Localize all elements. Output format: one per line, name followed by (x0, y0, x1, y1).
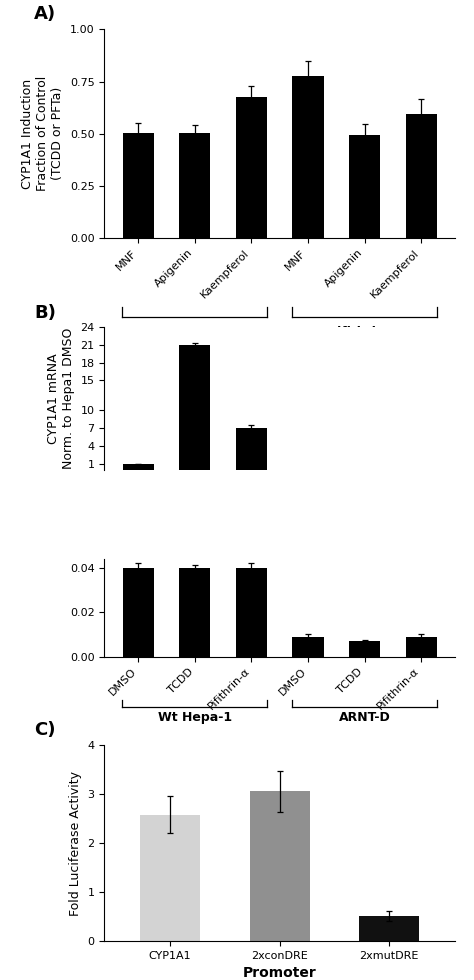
Bar (123, 132, 154, 238)
Bar (292, 76, 323, 238)
Bar (179, 567, 210, 657)
Bar (236, 567, 267, 657)
Text: Wt Hepa-1: Wt Hepa-1 (158, 711, 232, 724)
Bar (140, 814, 200, 941)
Text: B): B) (34, 305, 56, 322)
Y-axis label: Fold Luciferase Activity: Fold Luciferase Activity (69, 770, 82, 915)
Bar (123, 567, 154, 657)
Bar (359, 916, 419, 941)
Bar (406, 637, 437, 657)
Bar (236, 97, 267, 238)
Bar (236, 427, 267, 470)
X-axis label: Promoter: Promoter (243, 966, 317, 980)
Text: ARNT-D: ARNT-D (338, 711, 391, 724)
Bar (349, 641, 380, 657)
Bar (179, 132, 210, 238)
Text: Pifithrin-α: Pifithrin-α (329, 325, 400, 338)
Y-axis label: CYP1A1 Induction
Fraction of Control
(TCDD or PFTa): CYP1A1 Induction Fraction of Control (TC… (21, 76, 64, 191)
Bar (406, 114, 437, 238)
Y-axis label: CYP1A1 mRNA
Norm. to Hepa1 DMSO: CYP1A1 mRNA Norm. to Hepa1 DMSO (47, 327, 75, 469)
Bar (249, 791, 310, 941)
Text: TCDD: TCDD (176, 325, 214, 338)
Text: A): A) (34, 5, 56, 24)
Bar (179, 345, 210, 470)
Bar (292, 637, 323, 657)
Bar (349, 135, 380, 238)
Bar (123, 465, 154, 470)
Text: C): C) (34, 721, 55, 739)
